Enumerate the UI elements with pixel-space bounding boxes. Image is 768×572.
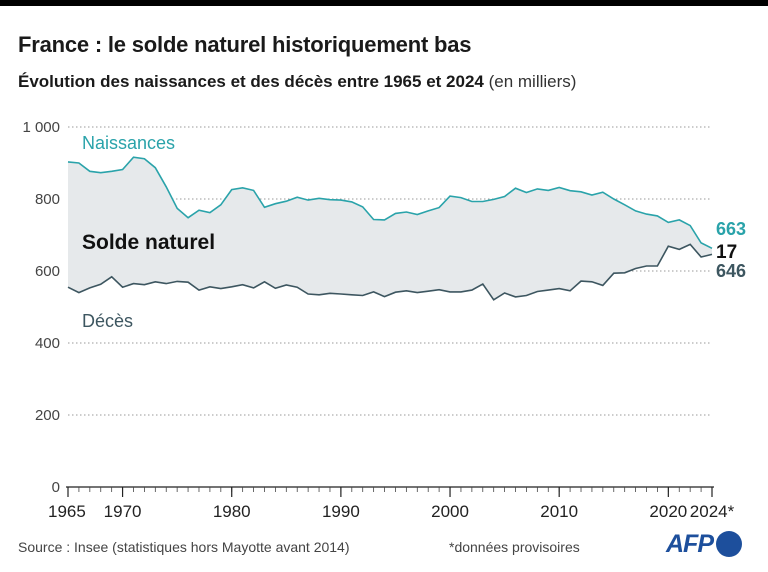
end-value-naissances: 663 — [716, 219, 746, 239]
y-tick-label: 200 — [35, 407, 60, 424]
provisional-note: *données provisoires — [449, 539, 580, 555]
x-tick-label: 1970 — [104, 502, 142, 520]
chart-subtitle: Évolution des naissances et des décès en… — [18, 72, 576, 92]
area-chart: 1965 1970 1980 1990 2000 2010 2020 2024* 0 200 40… — [22, 119, 746, 520]
x-tick-label: 2000 — [431, 502, 469, 520]
source-note: Source : Insee (statistiques hors Mayott… — [18, 539, 350, 555]
x-tick-label: 2024* — [690, 502, 735, 520]
label-naissances: Naissances — [82, 133, 175, 153]
afp-logo: AFP — [666, 528, 742, 560]
series-line-deces — [67, 243, 713, 301]
x-tick-label: 2020 — [649, 502, 687, 520]
solde-area — [68, 157, 712, 300]
chart-title: France : le solde naturel historiquement… — [18, 32, 472, 57]
x-tick-label: 1965 — [48, 502, 86, 520]
x-tick-label: 2010 — [540, 502, 578, 520]
end-value-deces: 646 — [716, 261, 746, 281]
x-axis-ticks: 1965 1970 1980 1990 2000 2010 2020 2024* — [48, 487, 735, 520]
y-tick-label: 400 — [35, 335, 60, 352]
end-value-solde: 17 — [716, 242, 737, 263]
y-tick-label: 600 — [35, 263, 60, 280]
y-tick-label: 1 000 — [22, 119, 60, 136]
afp-logo-text: AFP — [666, 529, 714, 558]
series-line-naissances — [67, 156, 713, 250]
label-deces: Décès — [82, 311, 133, 331]
subtitle-unit: (en milliers) — [488, 72, 577, 91]
top-bar — [0, 0, 768, 6]
subtitle-text: Évolution des naissances et des décès en… — [18, 72, 484, 91]
label-solde-naturel: Solde naturel — [82, 231, 215, 254]
x-tick-label: 1990 — [322, 502, 360, 520]
afp-logo-dot — [716, 531, 742, 557]
y-axis-ticks: 0 200 400 600 800 1 000 — [22, 119, 60, 496]
x-tick-label: 1980 — [213, 502, 251, 520]
y-tick-label: 800 — [35, 191, 60, 208]
y-tick-label: 0 — [52, 479, 60, 496]
